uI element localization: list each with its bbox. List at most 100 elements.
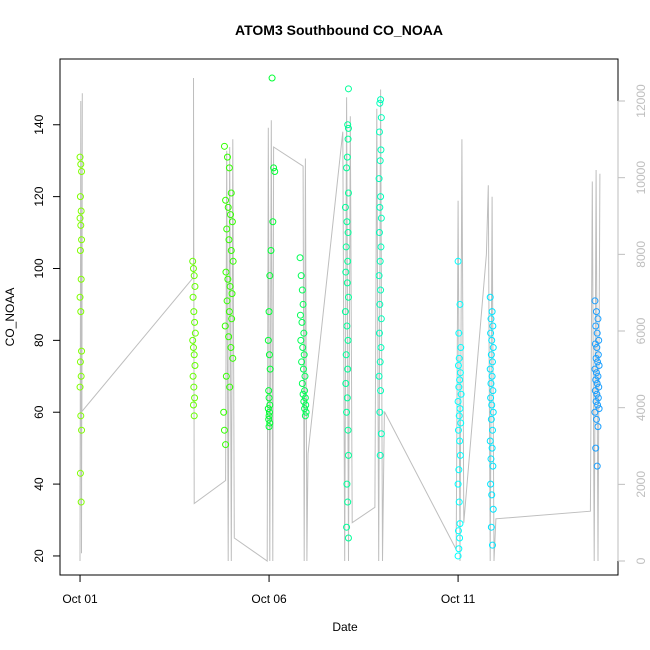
data-point	[487, 379, 495, 387]
data-point	[454, 397, 462, 405]
data-point	[594, 315, 602, 323]
data-point	[488, 541, 496, 549]
data-point	[227, 189, 235, 197]
data-point	[297, 272, 305, 280]
data-point	[454, 257, 462, 265]
y-axis-label: CO_NOAA	[3, 288, 17, 347]
data-point	[595, 362, 603, 370]
data-point	[344, 451, 352, 459]
data-point	[298, 358, 306, 366]
data-point	[220, 142, 228, 150]
x-axis-label: Date	[332, 620, 358, 634]
data-point	[343, 279, 351, 287]
data-point	[220, 426, 228, 434]
y-tick-label: 40	[32, 477, 46, 491]
data-point	[78, 167, 86, 175]
data-point	[271, 167, 279, 175]
data-point	[343, 523, 351, 531]
data-point	[454, 426, 462, 434]
data-point	[344, 336, 352, 344]
data-point	[223, 297, 231, 305]
y-tick-label: 120	[32, 186, 46, 206]
data-point	[455, 498, 463, 506]
data-point	[267, 247, 275, 255]
data-point	[489, 322, 497, 330]
data-point	[302, 401, 310, 409]
data-point	[300, 397, 308, 405]
data-point	[592, 415, 600, 423]
data-point	[487, 315, 495, 323]
data-point	[225, 333, 233, 341]
data-point	[301, 372, 309, 380]
data-point	[592, 397, 600, 405]
y2-tick-label: 2000	[634, 471, 648, 498]
data-point	[225, 164, 233, 172]
data-point	[488, 336, 496, 344]
data-point	[487, 394, 495, 402]
data-point	[376, 99, 384, 107]
y-tick-label: 60	[32, 405, 46, 419]
x-tick-label: Oct 11	[441, 592, 476, 606]
data-point	[222, 196, 230, 204]
data-point	[375, 372, 383, 380]
data-point	[488, 401, 496, 409]
data-point	[592, 369, 600, 377]
data-point	[77, 412, 85, 420]
data-point	[265, 394, 273, 402]
data-point	[376, 358, 384, 366]
data-point	[375, 229, 383, 237]
data-point	[376, 157, 384, 165]
data-point	[342, 243, 350, 251]
data-point	[375, 329, 383, 337]
data-point	[593, 329, 601, 337]
data-point	[77, 160, 85, 168]
data-point	[593, 390, 601, 398]
data-point	[344, 189, 352, 197]
data-point	[488, 372, 496, 380]
data-point	[377, 243, 385, 251]
data-point	[190, 308, 198, 316]
data-point	[227, 247, 235, 255]
data-point	[343, 394, 351, 402]
data-point	[191, 329, 199, 337]
data-point	[593, 344, 601, 352]
data-point	[189, 293, 197, 301]
data-point	[269, 218, 277, 226]
data-point	[299, 300, 307, 308]
data-point	[591, 297, 599, 305]
data-point	[76, 383, 84, 391]
data-point	[593, 462, 601, 470]
data-point	[220, 408, 228, 416]
data-point	[456, 520, 464, 528]
data-point	[301, 394, 309, 402]
data-point	[344, 365, 352, 373]
data-point	[264, 336, 272, 344]
data-point	[343, 322, 351, 330]
data-point	[487, 480, 495, 488]
data-point	[591, 340, 599, 348]
data-point	[265, 387, 273, 395]
data-point	[592, 308, 600, 316]
data-point	[343, 153, 351, 161]
data-point	[298, 286, 306, 294]
data-point	[594, 423, 602, 431]
data-point	[487, 455, 495, 463]
y-tick-label: 20	[32, 549, 46, 563]
altitude-line	[79, 77, 601, 562]
data-point	[454, 527, 462, 535]
data-point	[226, 383, 234, 391]
data-point	[189, 372, 197, 380]
data-point	[296, 254, 304, 262]
data-point	[489, 344, 497, 352]
data-point	[591, 365, 599, 373]
data-point	[77, 207, 85, 215]
data-point	[228, 218, 236, 226]
data-point	[78, 236, 86, 244]
data-point	[298, 379, 306, 387]
data-point	[377, 286, 385, 294]
data-point	[76, 153, 84, 161]
data-point	[343, 408, 351, 416]
data-point	[191, 394, 199, 402]
data-point	[343, 164, 351, 172]
data-point	[191, 318, 199, 326]
